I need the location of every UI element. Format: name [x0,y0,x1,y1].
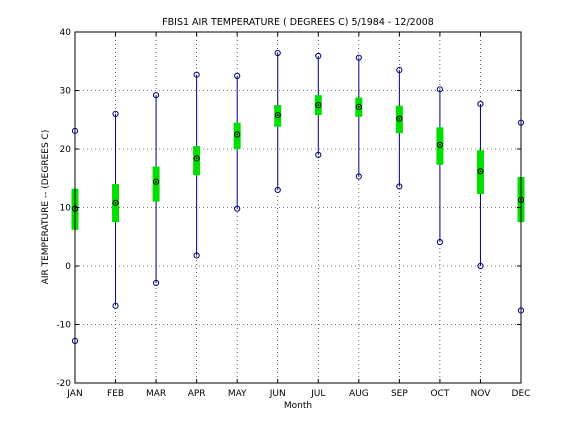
y-tick-label: 20 [60,145,72,155]
x-tick-label: FEB [107,389,124,399]
x-tick-label: DEC [512,389,531,399]
median-point-oct [436,141,444,149]
x-axis-label: Month [284,401,312,411]
max-point-aug [355,54,362,61]
median-dot-mar [155,180,157,183]
y-tick-label: 0 [65,262,71,272]
min-point-nov [477,262,484,270]
x-tick-label: SEP [391,389,408,399]
median-dot-feb [114,201,117,204]
median-point-jun [274,111,281,119]
iqr-box-oct [436,127,444,165]
max-point-mar [152,92,160,99]
median-dot-may [236,133,239,136]
x-tick-label: APR [188,389,206,399]
y-tick-label: -20 [56,379,71,389]
min-point-mar [152,279,160,287]
max-point-may [234,72,241,79]
x-tick-label: NOV [471,389,492,399]
x-tick-label: JUN [269,389,286,399]
x-tick-label: JUL [310,389,325,399]
chart-title: FBIS1 AIR TEMPERATURE ( DEGREES C) 5/198… [162,17,434,28]
min-point-sep [396,183,403,190]
median-point-apr [193,155,200,162]
median-point-nov [477,168,484,175]
median-point-aug [355,103,362,110]
median-point-may [234,131,241,138]
min-point-apr [193,252,200,259]
median-point-sep [396,115,403,122]
median-dot-jul [317,104,320,107]
median-point-mar [152,178,160,185]
axis-ticks: -20 -10 0 10 20 30 40 JAN FEB MAR APR MAY JUN JUL AUG S… [56,28,530,399]
max-point-oct [436,86,444,93]
max-point-feb [112,110,119,118]
max-point-nov [477,100,484,108]
y-tick-label: 10 [60,204,72,214]
min-point-feb [112,302,119,309]
y-tick-label: -10 [56,321,71,331]
min-point-may [234,205,241,212]
median-dot-oct [439,144,441,146]
median-dot-apr [195,157,198,160]
min-point-aug [355,173,362,180]
median-point-feb [112,199,119,206]
max-point-jul [315,52,322,60]
y-tick-label: 40 [60,28,72,38]
median-dot-sep [398,117,401,120]
x-tick-label: JAN [66,389,82,399]
x-tick-label: AUG [349,389,369,399]
y-axis-label: AIR TEMPERATURE -- (DEGREES C) [41,130,51,285]
median-point-jul [315,102,322,109]
max-point-jun [274,49,281,57]
median-dot-nov [479,170,482,173]
min-point-oct [436,238,444,246]
x-tick-label: MAY [228,389,247,399]
x-tick-label: MAR [146,389,166,399]
y-tick-label: 30 [60,87,72,97]
max-point-sep [396,66,403,74]
min-point-jul [315,151,322,158]
max-point-apr [193,71,200,78]
x-tick-label: OCT [430,389,449,399]
median-dot-jun [276,114,279,116]
median-dot-aug [357,105,360,108]
iqr-box-may [233,122,241,149]
min-point-jun [274,186,281,194]
